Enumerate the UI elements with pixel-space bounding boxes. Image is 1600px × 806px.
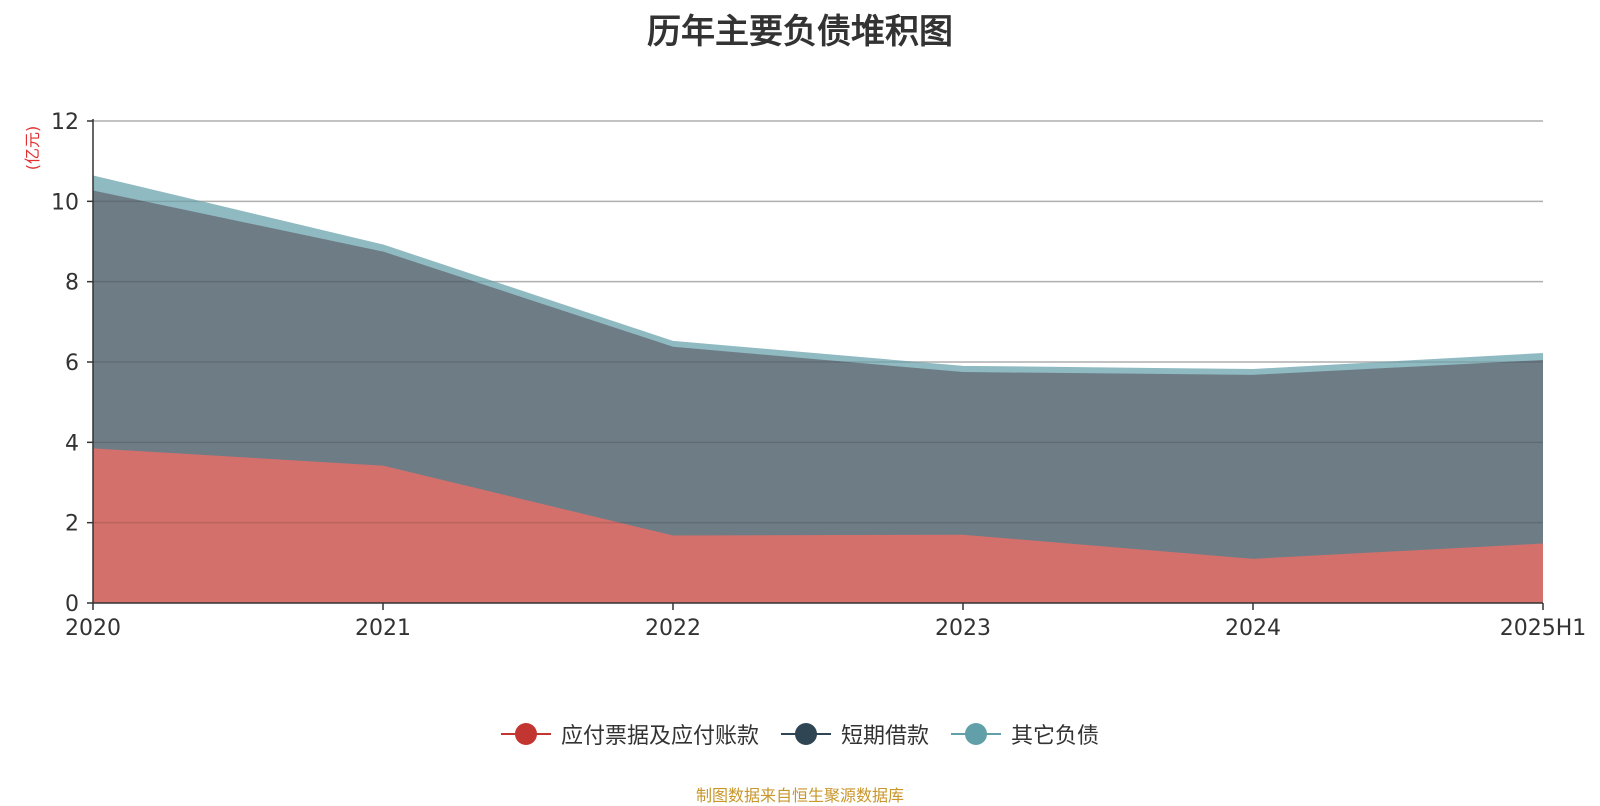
y-tick-label: 4 [65, 431, 79, 456]
axes [87, 119, 1544, 610]
series-line-2 [92, 175, 1544, 372]
legend-marker-icon [780, 722, 831, 746]
y-tick-label: 6 [65, 351, 79, 376]
y-tick-label: 0 [65, 592, 79, 617]
x-tick-label: 2024 [1225, 616, 1281, 641]
y-axis-unit-label: (亿元) [23, 126, 42, 171]
legend-label: 应付票据及应付账款 [560, 724, 759, 749]
x-tick-label: 2020 [65, 616, 121, 641]
x-tick-label: 2025H1 [1500, 616, 1587, 641]
tick-labels: 0 2 4 6 8 10 12 2020 2021 2022 2023 2024 2025H1 [51, 110, 1586, 641]
data-source-note: 制图数据来自恒生聚源数据库 [695, 786, 904, 805]
legend-item-short-term-loans[interactable]: 短期借款 [780, 718, 929, 750]
y-tick-label: 10 [51, 190, 79, 215]
x-tick-label: 2021 [355, 616, 411, 641]
area-series-1 [93, 190, 1543, 559]
area-series-0 [93, 448, 1543, 603]
chart-legend: 应付票据及应付账款 短期借款 其它负债 [0, 718, 1600, 750]
chart-title: 历年主要负债堆积图 [647, 12, 953, 52]
x-tick-label: 2023 [935, 616, 991, 641]
legend-item-payables[interactable]: 应付票据及应付账款 [500, 718, 759, 750]
y-tick-label: 8 [65, 271, 79, 296]
y-tick-label: 2 [65, 512, 79, 537]
legend-label: 其它负债 [1011, 724, 1100, 749]
legend-marker-icon [951, 722, 1001, 746]
area-series [92, 120, 1544, 603]
legend-marker-icon [500, 722, 551, 746]
x-tick-label: 2022 [645, 616, 701, 641]
legend-label: 短期借款 [840, 724, 929, 749]
y-tick-label: 12 [51, 110, 79, 135]
legend-item-other-liabilities[interactable]: 其它负债 [951, 718, 1099, 750]
